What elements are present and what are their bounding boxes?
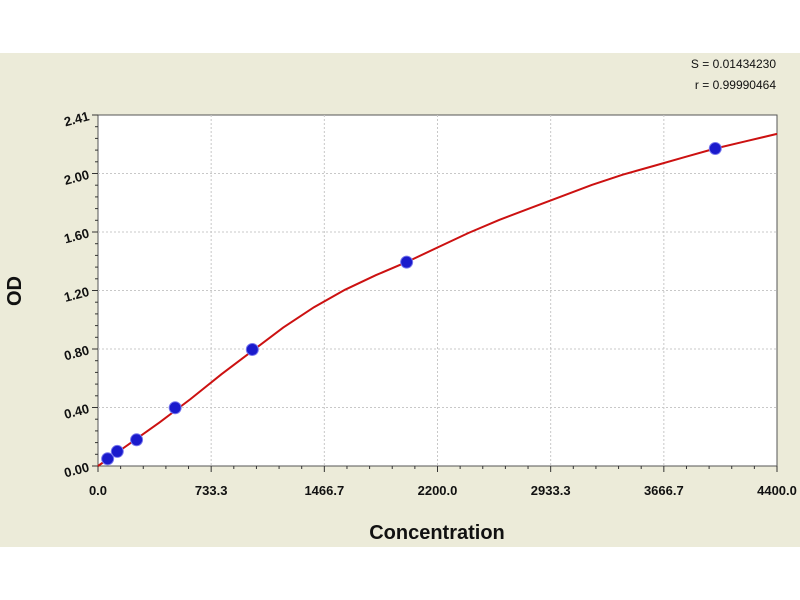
y-tick-label: 2.41 xyxy=(62,108,90,129)
grid xyxy=(98,115,777,466)
data-point xyxy=(110,444,124,458)
x-tick-label: 0.0 xyxy=(89,483,107,498)
data-point xyxy=(400,255,414,269)
y-tick-label: 1.60 xyxy=(62,225,90,246)
x-axis-title: Concentration xyxy=(369,522,505,544)
x-tick-label: 2200.0 xyxy=(418,483,458,498)
s-statistic: S = 0.01434230 xyxy=(690,57,776,71)
x-tick-label: 733.3 xyxy=(195,483,228,498)
y-tick-label: 1.20 xyxy=(62,284,90,305)
x-tick-label: 4400.0 xyxy=(757,483,797,498)
data-points xyxy=(101,141,722,466)
r-statistic: r = 0.99990464 xyxy=(694,78,776,92)
data-point xyxy=(130,433,144,447)
data-point xyxy=(101,452,115,466)
y-axis-title: OD xyxy=(4,276,26,306)
data-point xyxy=(245,342,259,356)
y-tick-label: 2.00 xyxy=(62,167,90,188)
data-point xyxy=(168,401,182,415)
y-tick-label: 0.40 xyxy=(62,401,90,422)
x-tick-label: 1466.7 xyxy=(304,483,344,498)
x-tick-label: 2933.3 xyxy=(531,483,571,498)
tick-labels: 0.0 733.3 1466.7 2200.0 2933.3 3666.7 4400.0 0.… xyxy=(62,108,796,498)
fit-curve xyxy=(97,132,778,467)
y-tick-label: 0.00 xyxy=(62,459,90,480)
data-point xyxy=(708,141,722,155)
x-tick-label: 3666.7 xyxy=(644,483,684,498)
minor-ticks xyxy=(92,114,778,472)
y-tick-label: 0.80 xyxy=(62,342,90,363)
